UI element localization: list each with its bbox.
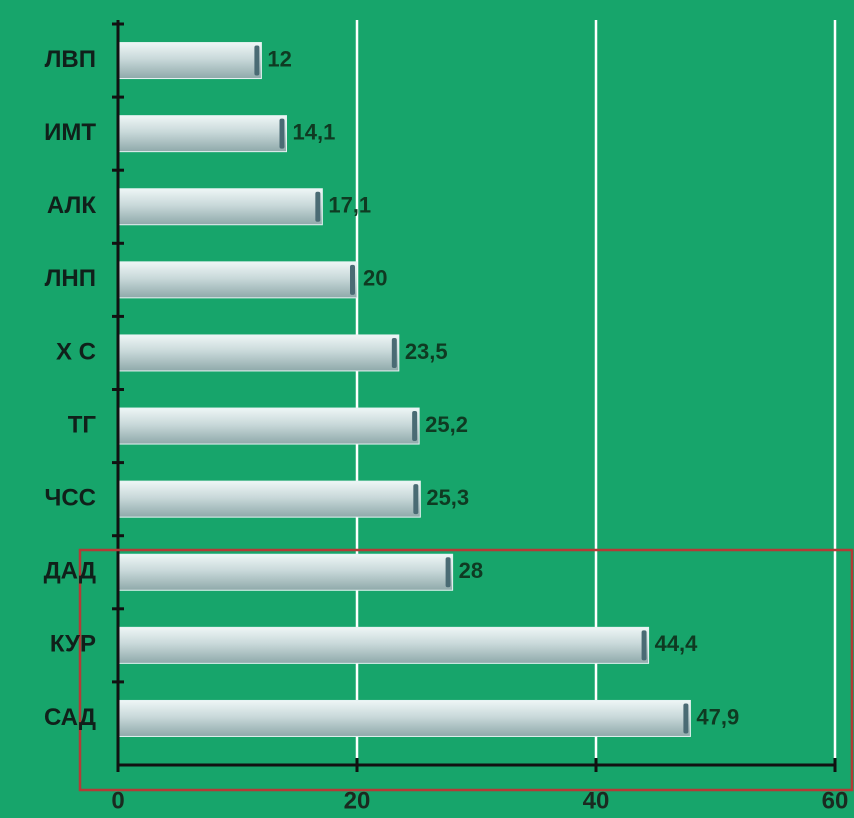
bar bbox=[117, 407, 420, 445]
y-tick-label: АЛК bbox=[47, 192, 96, 219]
x-tick-label: 0 bbox=[111, 787, 124, 814]
bar-cap bbox=[391, 337, 397, 368]
y-tick-label: ЛВП bbox=[45, 46, 96, 73]
value-label: 20 bbox=[363, 266, 387, 291]
value-label: 12 bbox=[267, 46, 291, 71]
x-tick-label: 40 bbox=[583, 787, 610, 814]
value-label: 44,4 bbox=[655, 631, 699, 656]
bar-cap bbox=[279, 118, 285, 149]
bar-cap bbox=[413, 484, 419, 515]
value-label: 17,1 bbox=[328, 193, 371, 218]
bar-cap bbox=[683, 703, 689, 734]
bar bbox=[117, 188, 323, 226]
value-label: 25,2 bbox=[425, 412, 468, 437]
bar-cap bbox=[254, 45, 260, 76]
bar bbox=[117, 480, 421, 518]
y-tick-label: САД bbox=[44, 704, 96, 731]
bar-cap bbox=[412, 411, 418, 442]
bar-cap bbox=[350, 264, 355, 295]
y-tick-label: Х С bbox=[56, 338, 96, 365]
bar bbox=[117, 626, 650, 664]
value-label: 14,1 bbox=[292, 119, 335, 144]
bar-cap bbox=[315, 191, 321, 222]
value-label: 23,5 bbox=[405, 339, 448, 364]
bar bbox=[117, 261, 358, 299]
bar bbox=[117, 42, 262, 80]
bar-cap bbox=[445, 557, 451, 588]
bar bbox=[117, 115, 287, 153]
x-tick-label: 60 bbox=[822, 787, 849, 814]
highlight-box bbox=[78, 548, 854, 792]
bar-cap bbox=[641, 630, 647, 661]
x-tick-label: 20 bbox=[344, 787, 371, 814]
value-label: 25,3 bbox=[426, 485, 469, 510]
value-label: 47,9 bbox=[696, 704, 739, 729]
value-label: 28 bbox=[459, 558, 483, 583]
bar bbox=[117, 334, 400, 372]
y-tick-label: ТГ bbox=[68, 411, 97, 438]
bar bbox=[117, 553, 454, 591]
y-tick-label: ИМТ bbox=[44, 119, 96, 146]
y-tick-label: ЛНП bbox=[45, 265, 96, 292]
y-tick-label: КУР bbox=[50, 631, 96, 658]
y-tick-label: ЧСС bbox=[44, 484, 96, 511]
y-tick-label: ДАД bbox=[44, 558, 96, 585]
bar bbox=[117, 699, 691, 737]
